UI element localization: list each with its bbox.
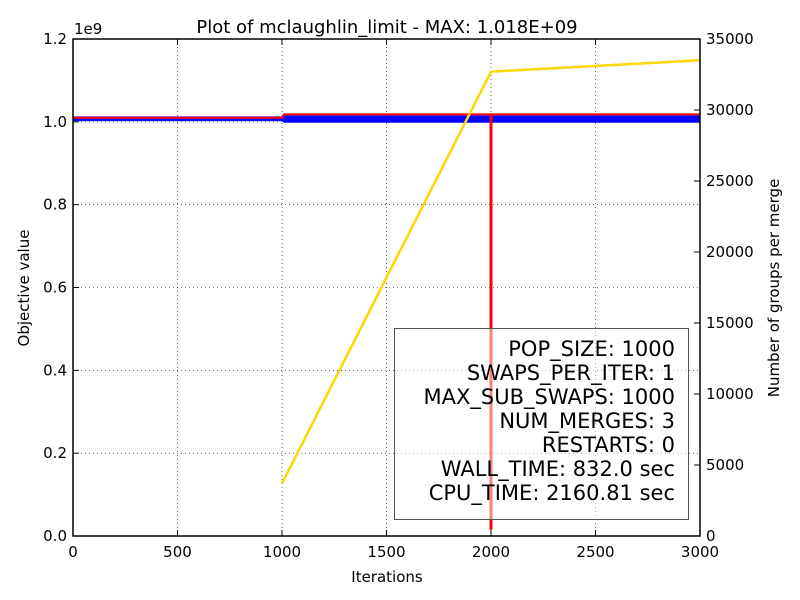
y-tick-label: 0.6 [43, 279, 67, 297]
y2-tick-label: 5000 [706, 456, 744, 474]
y2-axis-label: Number of groups per merge [765, 179, 783, 398]
stat-restarts: RESTARTS: 0 [541, 433, 675, 457]
x-tick-label: 1500 [367, 543, 405, 561]
y2-tick-label: 15000 [706, 314, 754, 332]
y2-tick-label: 20000 [706, 243, 754, 261]
x-tick-label: 2500 [576, 543, 614, 561]
y2-tick-label: 30000 [706, 101, 754, 119]
y-tick-label: 1.2 [43, 30, 67, 48]
plot-frame [72, 38, 701, 537]
y-tick-label: 1.0 [43, 113, 67, 131]
y-tick-label: 0.2 [43, 444, 67, 462]
stat-max-sub-swaps: MAX_SUB_SWAPS: 1000 [423, 385, 675, 409]
stat-cpu-time: CPU_TIME: 2160.81 sec [428, 481, 675, 505]
y2-tick-label: 35000 [706, 30, 754, 48]
axis-ticks: 0 500 1000 1500 2000 2500 3000 0.0 0.2 0.4 0.6 0.8 1… [43, 30, 754, 561]
stats-box: POP_SIZE: 1000 SWAPS_PER_ITER: 1 MAX_SUB… [394, 328, 689, 520]
x-tick-label: 1000 [263, 543, 301, 561]
y2-tick-label: 0 [706, 527, 716, 545]
y2-tick-label: 25000 [706, 172, 754, 190]
y-tick-label: 0.0 [43, 527, 67, 545]
y2-tick-label: 10000 [706, 385, 754, 403]
series-line-2 [280, 59, 701, 485]
x-tick-label: 2000 [472, 543, 510, 561]
series-line-1 [73, 113, 700, 119]
stat-num-merges: NUM_MERGES: 3 [499, 409, 675, 433]
y-axis-label: Objective value [15, 230, 33, 347]
chart-title: Plot of mclaughlin_limit - MAX: 1.018E+0… [196, 17, 577, 38]
x-tick-label: 3000 [681, 543, 719, 561]
y-tick-label: 0.8 [43, 196, 67, 214]
stat-pop-size: POP_SIZE: 1000 [508, 337, 675, 361]
y-tick-label: 0.4 [43, 361, 67, 379]
stat-wall-time: WALL_TIME: 832.0 sec [440, 457, 675, 481]
y-offset-label: 1e9 [74, 20, 102, 38]
x-tick-label: 500 [163, 543, 192, 561]
x-axis-label: Iterations [351, 568, 423, 586]
x-tick-label: 0 [68, 543, 78, 561]
stat-swaps-per-iter: SWAPS_PER_ITER: 1 [466, 361, 675, 385]
